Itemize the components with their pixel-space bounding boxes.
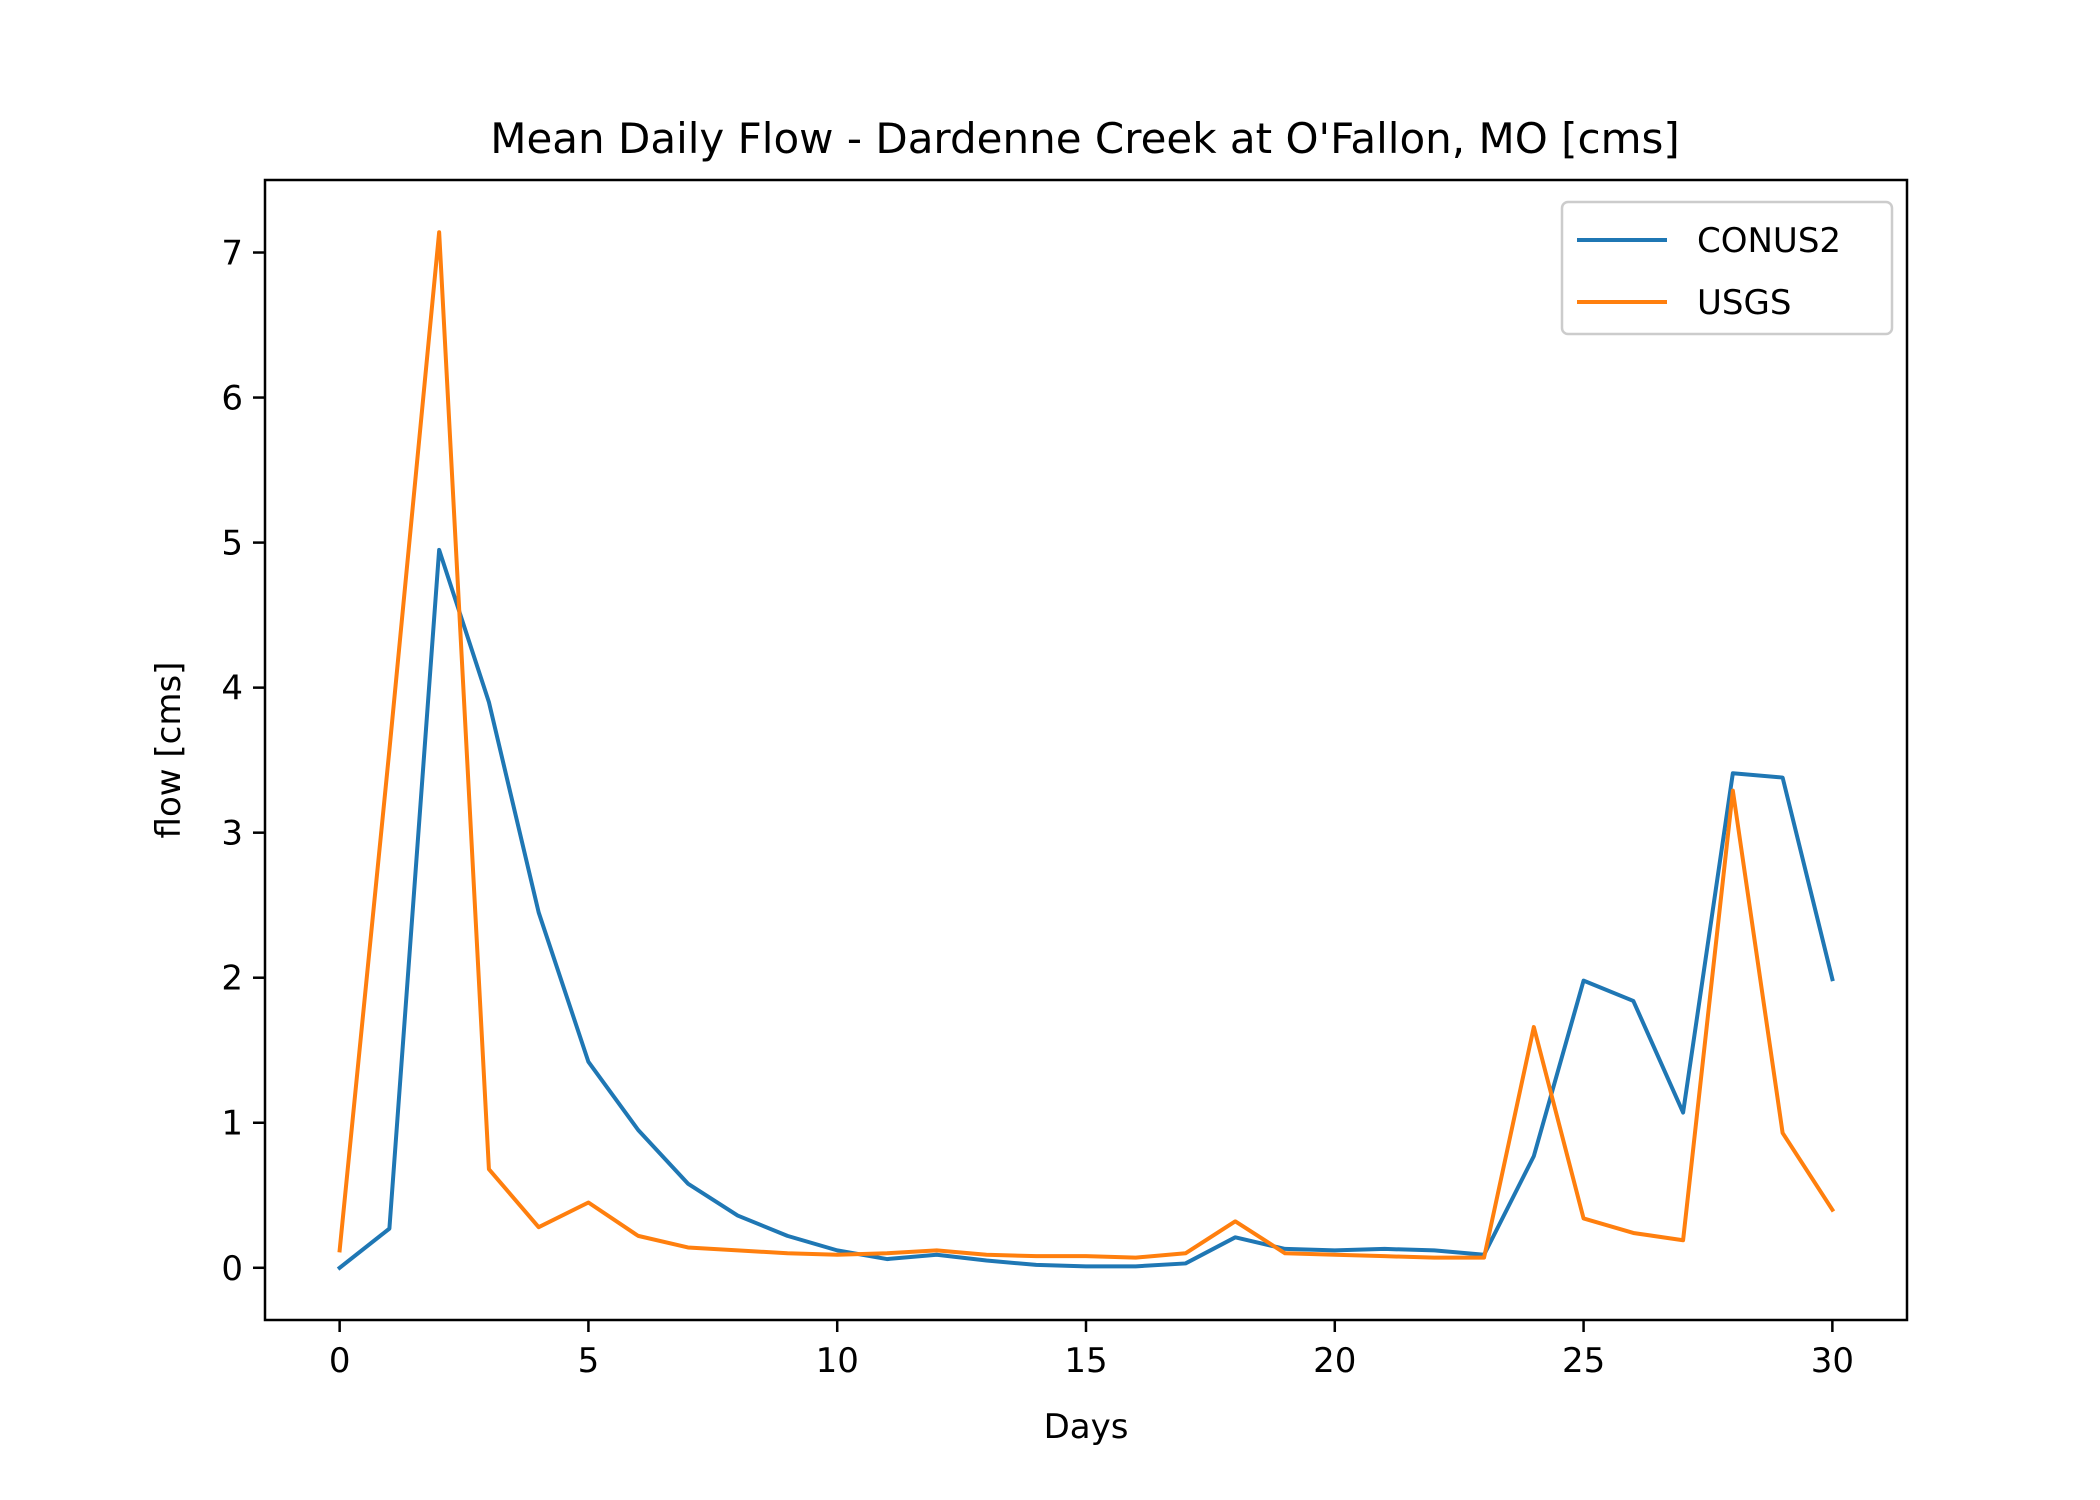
legend: CONUS2 USGS bbox=[1560, 200, 1894, 336]
y-tick-label: 5 bbox=[221, 524, 243, 564]
y-axis-label: flow [cms] bbox=[149, 662, 189, 839]
legend-label: CONUS2 bbox=[1697, 221, 1841, 261]
series-lines bbox=[336, 230, 1836, 1271]
x-axis-label: Days bbox=[1044, 1407, 1129, 1447]
series-line-conus2 bbox=[336, 547, 1835, 1271]
y-tick-label: 7 bbox=[221, 234, 243, 274]
x-tick-label: 30 bbox=[1811, 1341, 1854, 1381]
chart-title: Mean Daily Flow - Dardenne Creek at O'Fa… bbox=[490, 114, 1680, 163]
legend-label: USGS bbox=[1697, 283, 1791, 323]
series-line-usgs bbox=[337, 230, 1836, 1260]
plot-area-frame bbox=[263, 178, 1909, 1322]
x-tick-label: 5 bbox=[578, 1341, 600, 1381]
axis-ticks: 0 5 10 15 20 25 30 0 1 2 3 4 5 6 7 bbox=[221, 234, 1854, 1381]
x-tick-label: 25 bbox=[1562, 1341, 1605, 1381]
x-tick-label: 15 bbox=[1064, 1341, 1107, 1381]
y-tick-label: 2 bbox=[221, 959, 243, 999]
x-tick-label: 20 bbox=[1313, 1341, 1356, 1381]
y-tick-label: 6 bbox=[221, 379, 243, 419]
y-tick-label: 3 bbox=[221, 814, 243, 854]
y-tick-label: 1 bbox=[221, 1104, 243, 1144]
y-tick-label: 4 bbox=[221, 669, 243, 709]
y-tick-label: 0 bbox=[221, 1249, 243, 1289]
x-tick-label: 10 bbox=[816, 1341, 859, 1381]
x-tick-label: 0 bbox=[329, 1341, 351, 1381]
